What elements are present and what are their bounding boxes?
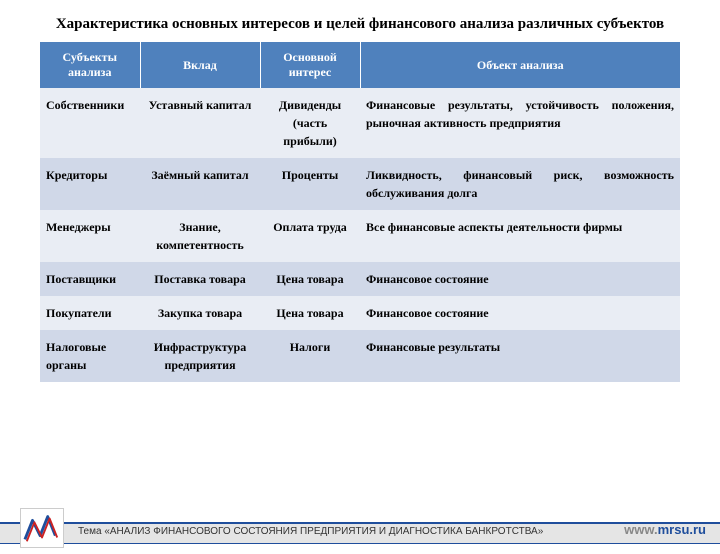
- table-cell: Кредиторы: [40, 158, 140, 210]
- table-cell: Уставный капитал: [140, 88, 260, 158]
- footer: Тема «АНАЛИЗ ФИНАНСОВОГО СОСТОЯНИЯ ПРЕДП…: [0, 506, 720, 554]
- table-cell: Цена товара: [260, 262, 360, 296]
- table-cell: Закупка товара: [140, 296, 260, 330]
- logo: [20, 508, 64, 548]
- table-cell: Налоги: [260, 330, 360, 382]
- table-cell: Налоговые органы: [40, 330, 140, 382]
- table-cell: Покупатели: [40, 296, 140, 330]
- table-cell: Знание, компетентность: [140, 210, 260, 262]
- site-prefix: www.: [624, 522, 657, 537]
- table-row: ПоставщикиПоставка товараЦена товараФина…: [40, 262, 680, 296]
- table-cell: Заёмный капитал: [140, 158, 260, 210]
- analysis-table: Субъекты анализа Вклад Основной интерес …: [40, 42, 680, 382]
- table-cell: Менеджеры: [40, 210, 140, 262]
- page-title: Характеристика основных интересов и целе…: [40, 14, 680, 34]
- col-interest: Основной интерес: [260, 42, 360, 88]
- footer-topline: [0, 522, 720, 524]
- col-subjects: Субъекты анализа: [40, 42, 140, 88]
- table-cell: Поставка товара: [140, 262, 260, 296]
- table-row: КредиторыЗаёмный капиталПроцентыЛиквидно…: [40, 158, 680, 210]
- table-row: Налоговые органыИнфраструктура предприят…: [40, 330, 680, 382]
- table-cell: Дивиденды (часть прибыли): [260, 88, 360, 158]
- table-cell: Инфраструктура предприятия: [140, 330, 260, 382]
- table-cell: Финансовые результаты, устойчивость поло…: [360, 88, 680, 158]
- table-header: Субъекты анализа Вклад Основной интерес …: [40, 42, 680, 88]
- col-object: Объект анализа: [360, 42, 680, 88]
- table-row: СобственникиУставный капиталДивиденды (ч…: [40, 88, 680, 158]
- col-input: Вклад: [140, 42, 260, 88]
- site-url: www.mrsu.ru: [624, 522, 706, 537]
- site-domain: mrsu.ru: [658, 522, 706, 537]
- table-cell: Проценты: [260, 158, 360, 210]
- footer-text: Тема «АНАЛИЗ ФИНАНСОВОГО СОСТОЯНИЯ ПРЕДП…: [78, 526, 543, 537]
- table-cell: Оплата труда: [260, 210, 360, 262]
- table-cell: Финансовое состояние: [360, 296, 680, 330]
- table-cell: Финансовое состояние: [360, 262, 680, 296]
- table-row: МенеджерыЗнание, компетентностьОплата тр…: [40, 210, 680, 262]
- table-cell: Поставщики: [40, 262, 140, 296]
- table-cell: Все финансовые аспекты деятельности фирм…: [360, 210, 680, 262]
- table-row: ПокупателиЗакупка товараЦена товараФинан…: [40, 296, 680, 330]
- table-cell: Ликвидность, финансовый риск, возможност…: [360, 158, 680, 210]
- table-body: СобственникиУставный капиталДивиденды (ч…: [40, 88, 680, 382]
- table-cell: Финансовые результаты: [360, 330, 680, 382]
- footer-bottomline: [0, 543, 720, 544]
- table-cell: Цена товара: [260, 296, 360, 330]
- table-cell: Собственники: [40, 88, 140, 158]
